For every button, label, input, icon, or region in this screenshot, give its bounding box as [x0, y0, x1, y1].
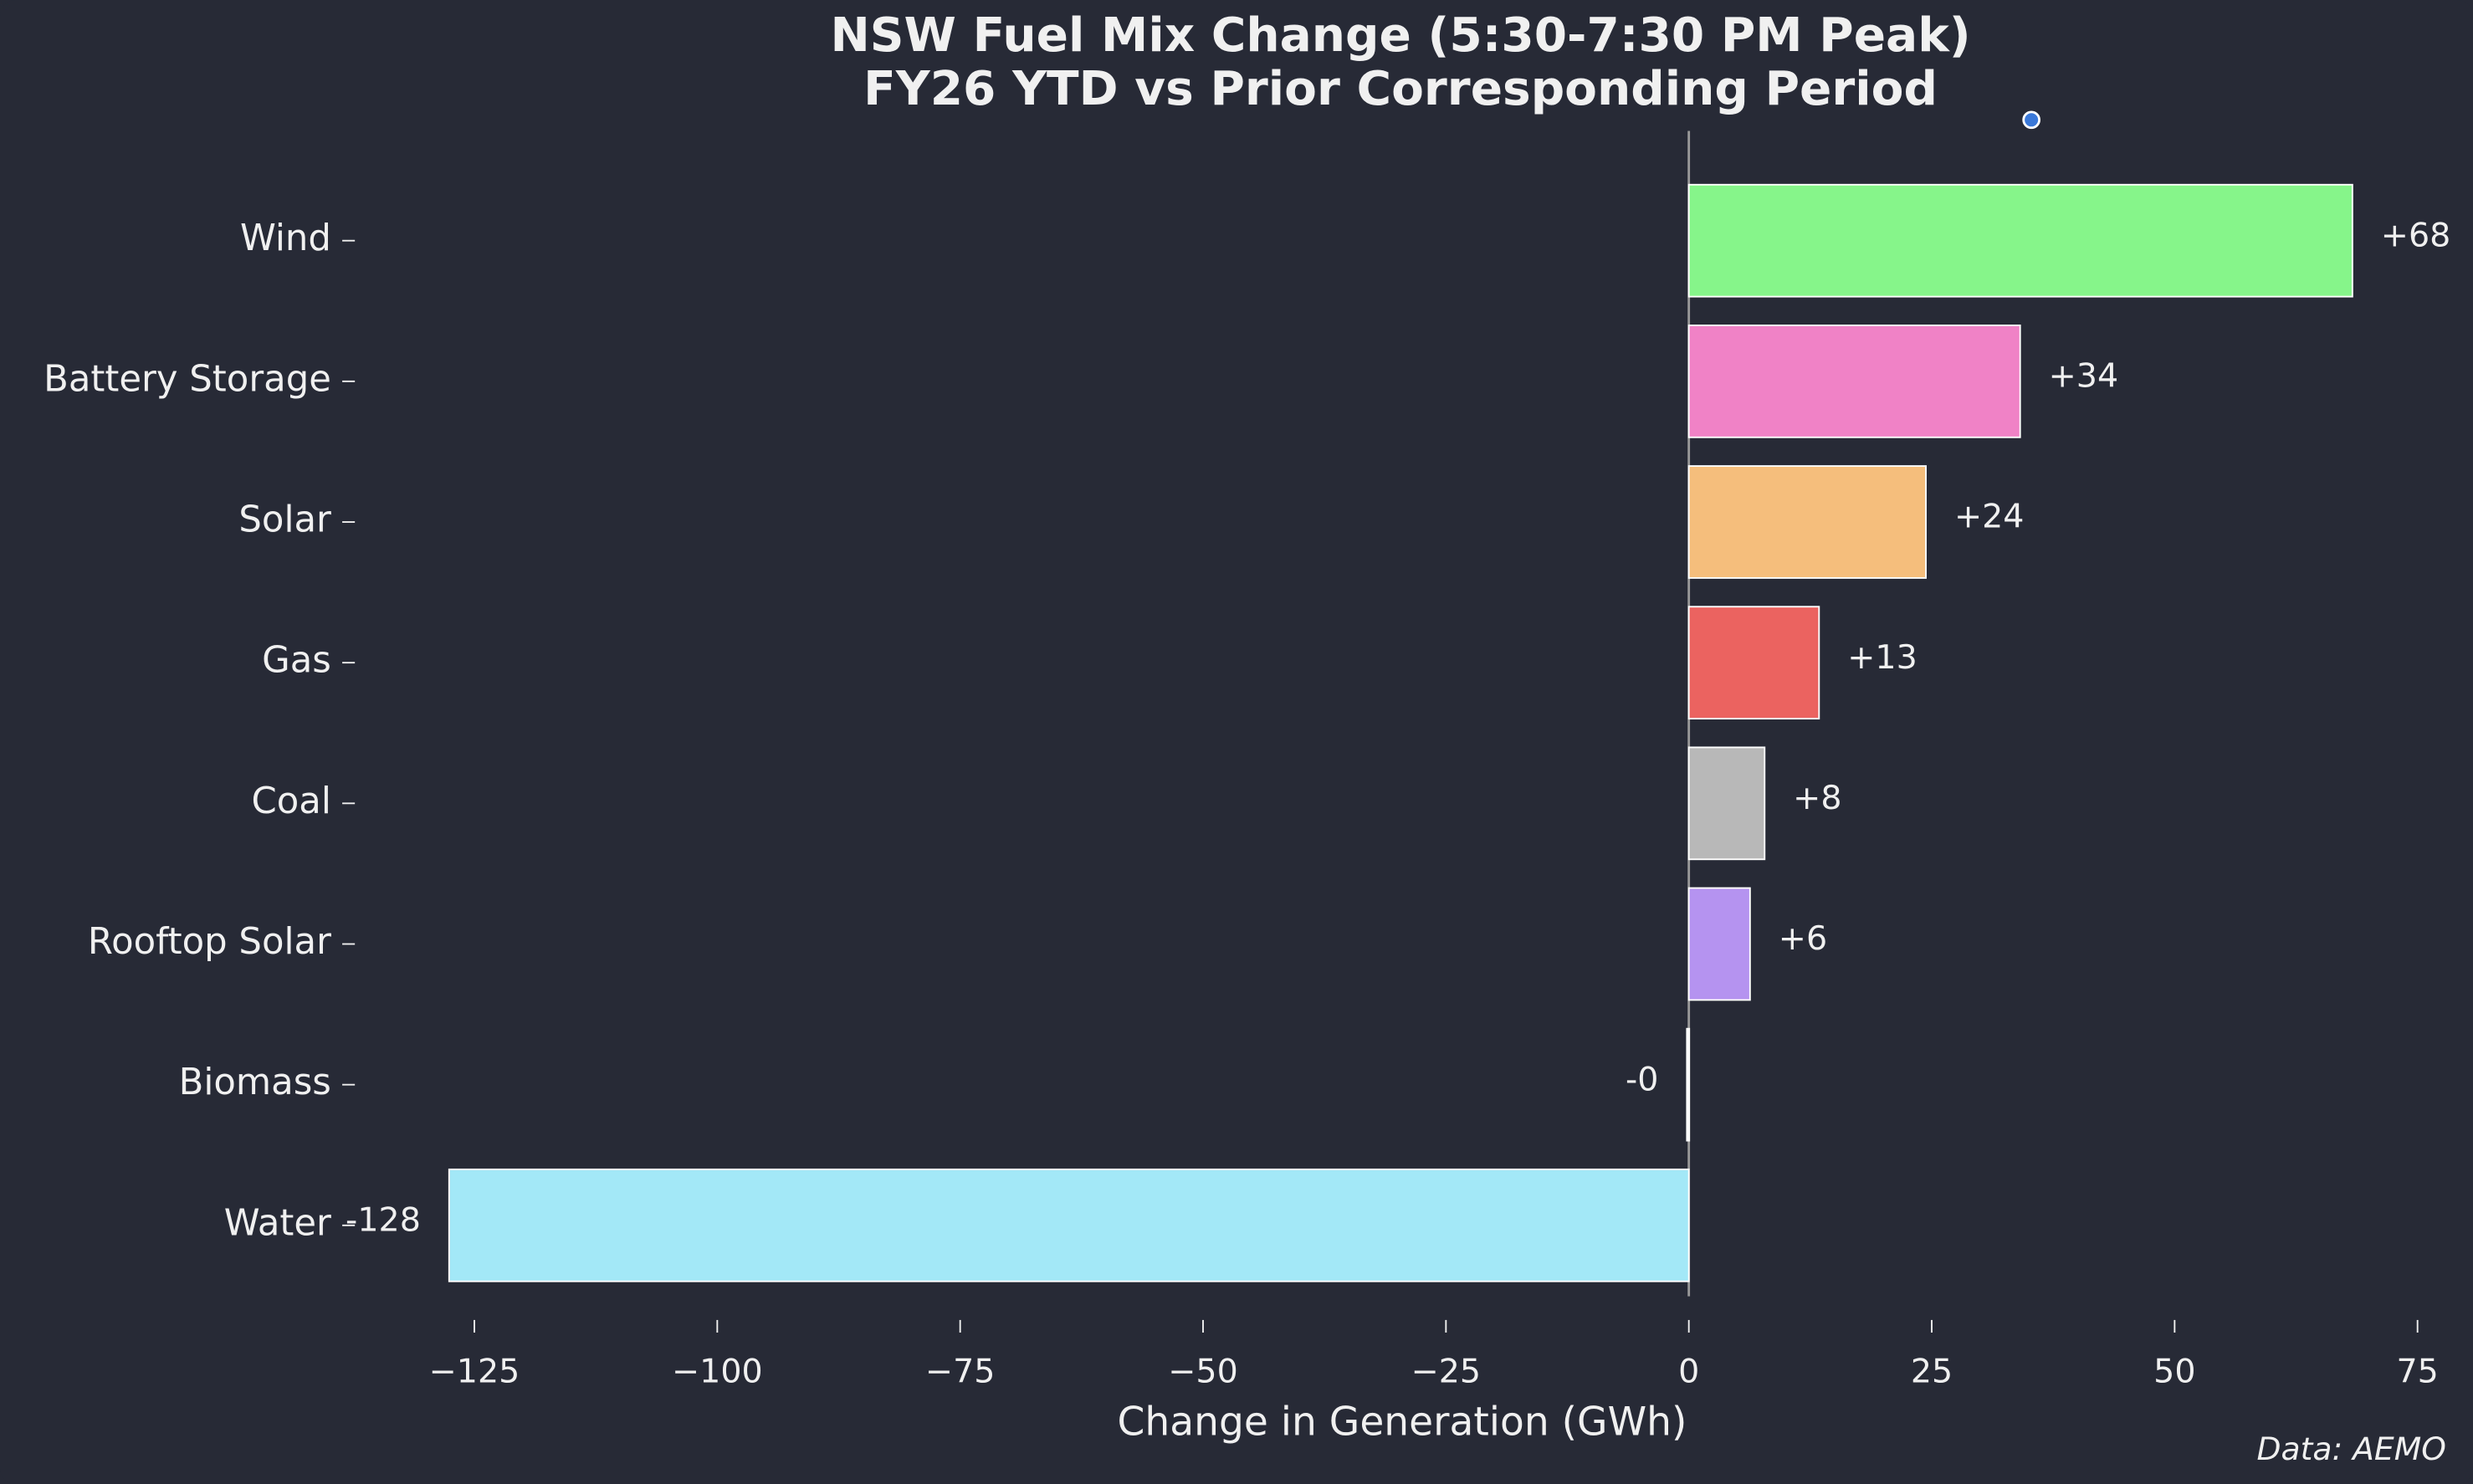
bar [1687, 887, 1751, 1001]
y-tick-label: Biomass [179, 1062, 331, 1103]
source-note: Data: AEMO [2256, 1430, 2445, 1467]
y-tick-label: Rooftop Solar [88, 921, 331, 963]
x-tick-label: −75 [925, 1353, 996, 1391]
bar [448, 1168, 1690, 1282]
x-tick-label: −50 [1168, 1353, 1238, 1391]
value-label: +13 [1847, 638, 1917, 677]
x-tick-label: 75 [2396, 1353, 2438, 1391]
value-label: +6 [1779, 919, 1827, 958]
value-label: +68 [2381, 216, 2451, 254]
bar [1687, 324, 2021, 438]
bar [1687, 183, 2353, 298]
y-tick-label: Water [224, 1202, 331, 1244]
x-tick-label: 50 [2153, 1353, 2195, 1391]
chart-title: NSW Fuel Mix Change (5:30-7:30 PM Peak) [830, 8, 1970, 63]
x-tick-label: −125 [429, 1353, 520, 1391]
y-tick-label: Gas [262, 640, 331, 682]
bar [1686, 1027, 1691, 1142]
y-tick-label: Battery Storage [44, 358, 331, 400]
value-label: +24 [1954, 498, 2025, 536]
x-tick-label: 0 [1678, 1353, 1699, 1391]
bar [1687, 746, 1766, 861]
bar [1687, 606, 1820, 720]
value-label: -128 [346, 1201, 421, 1240]
x-tick-label: −25 [1411, 1353, 1482, 1391]
chart-subtitle: FY26 YTD vs Prior Corresponding Period [863, 62, 1938, 116]
y-tick-label: Coal [252, 780, 331, 822]
x-axis-label: Change in Generation (GWh) [1117, 1399, 1687, 1445]
x-tick-label: −100 [672, 1353, 763, 1391]
x-tick-label: 25 [1911, 1353, 1953, 1391]
marker-dot [2022, 110, 2040, 130]
value-label: +8 [1793, 779, 1841, 817]
value-label: +34 [2049, 357, 2119, 396]
y-tick-label: Solar [238, 499, 331, 541]
y-tick-label: Wind [240, 217, 331, 259]
value-label: -0 [1626, 1060, 1658, 1098]
bar [1687, 465, 1927, 579]
